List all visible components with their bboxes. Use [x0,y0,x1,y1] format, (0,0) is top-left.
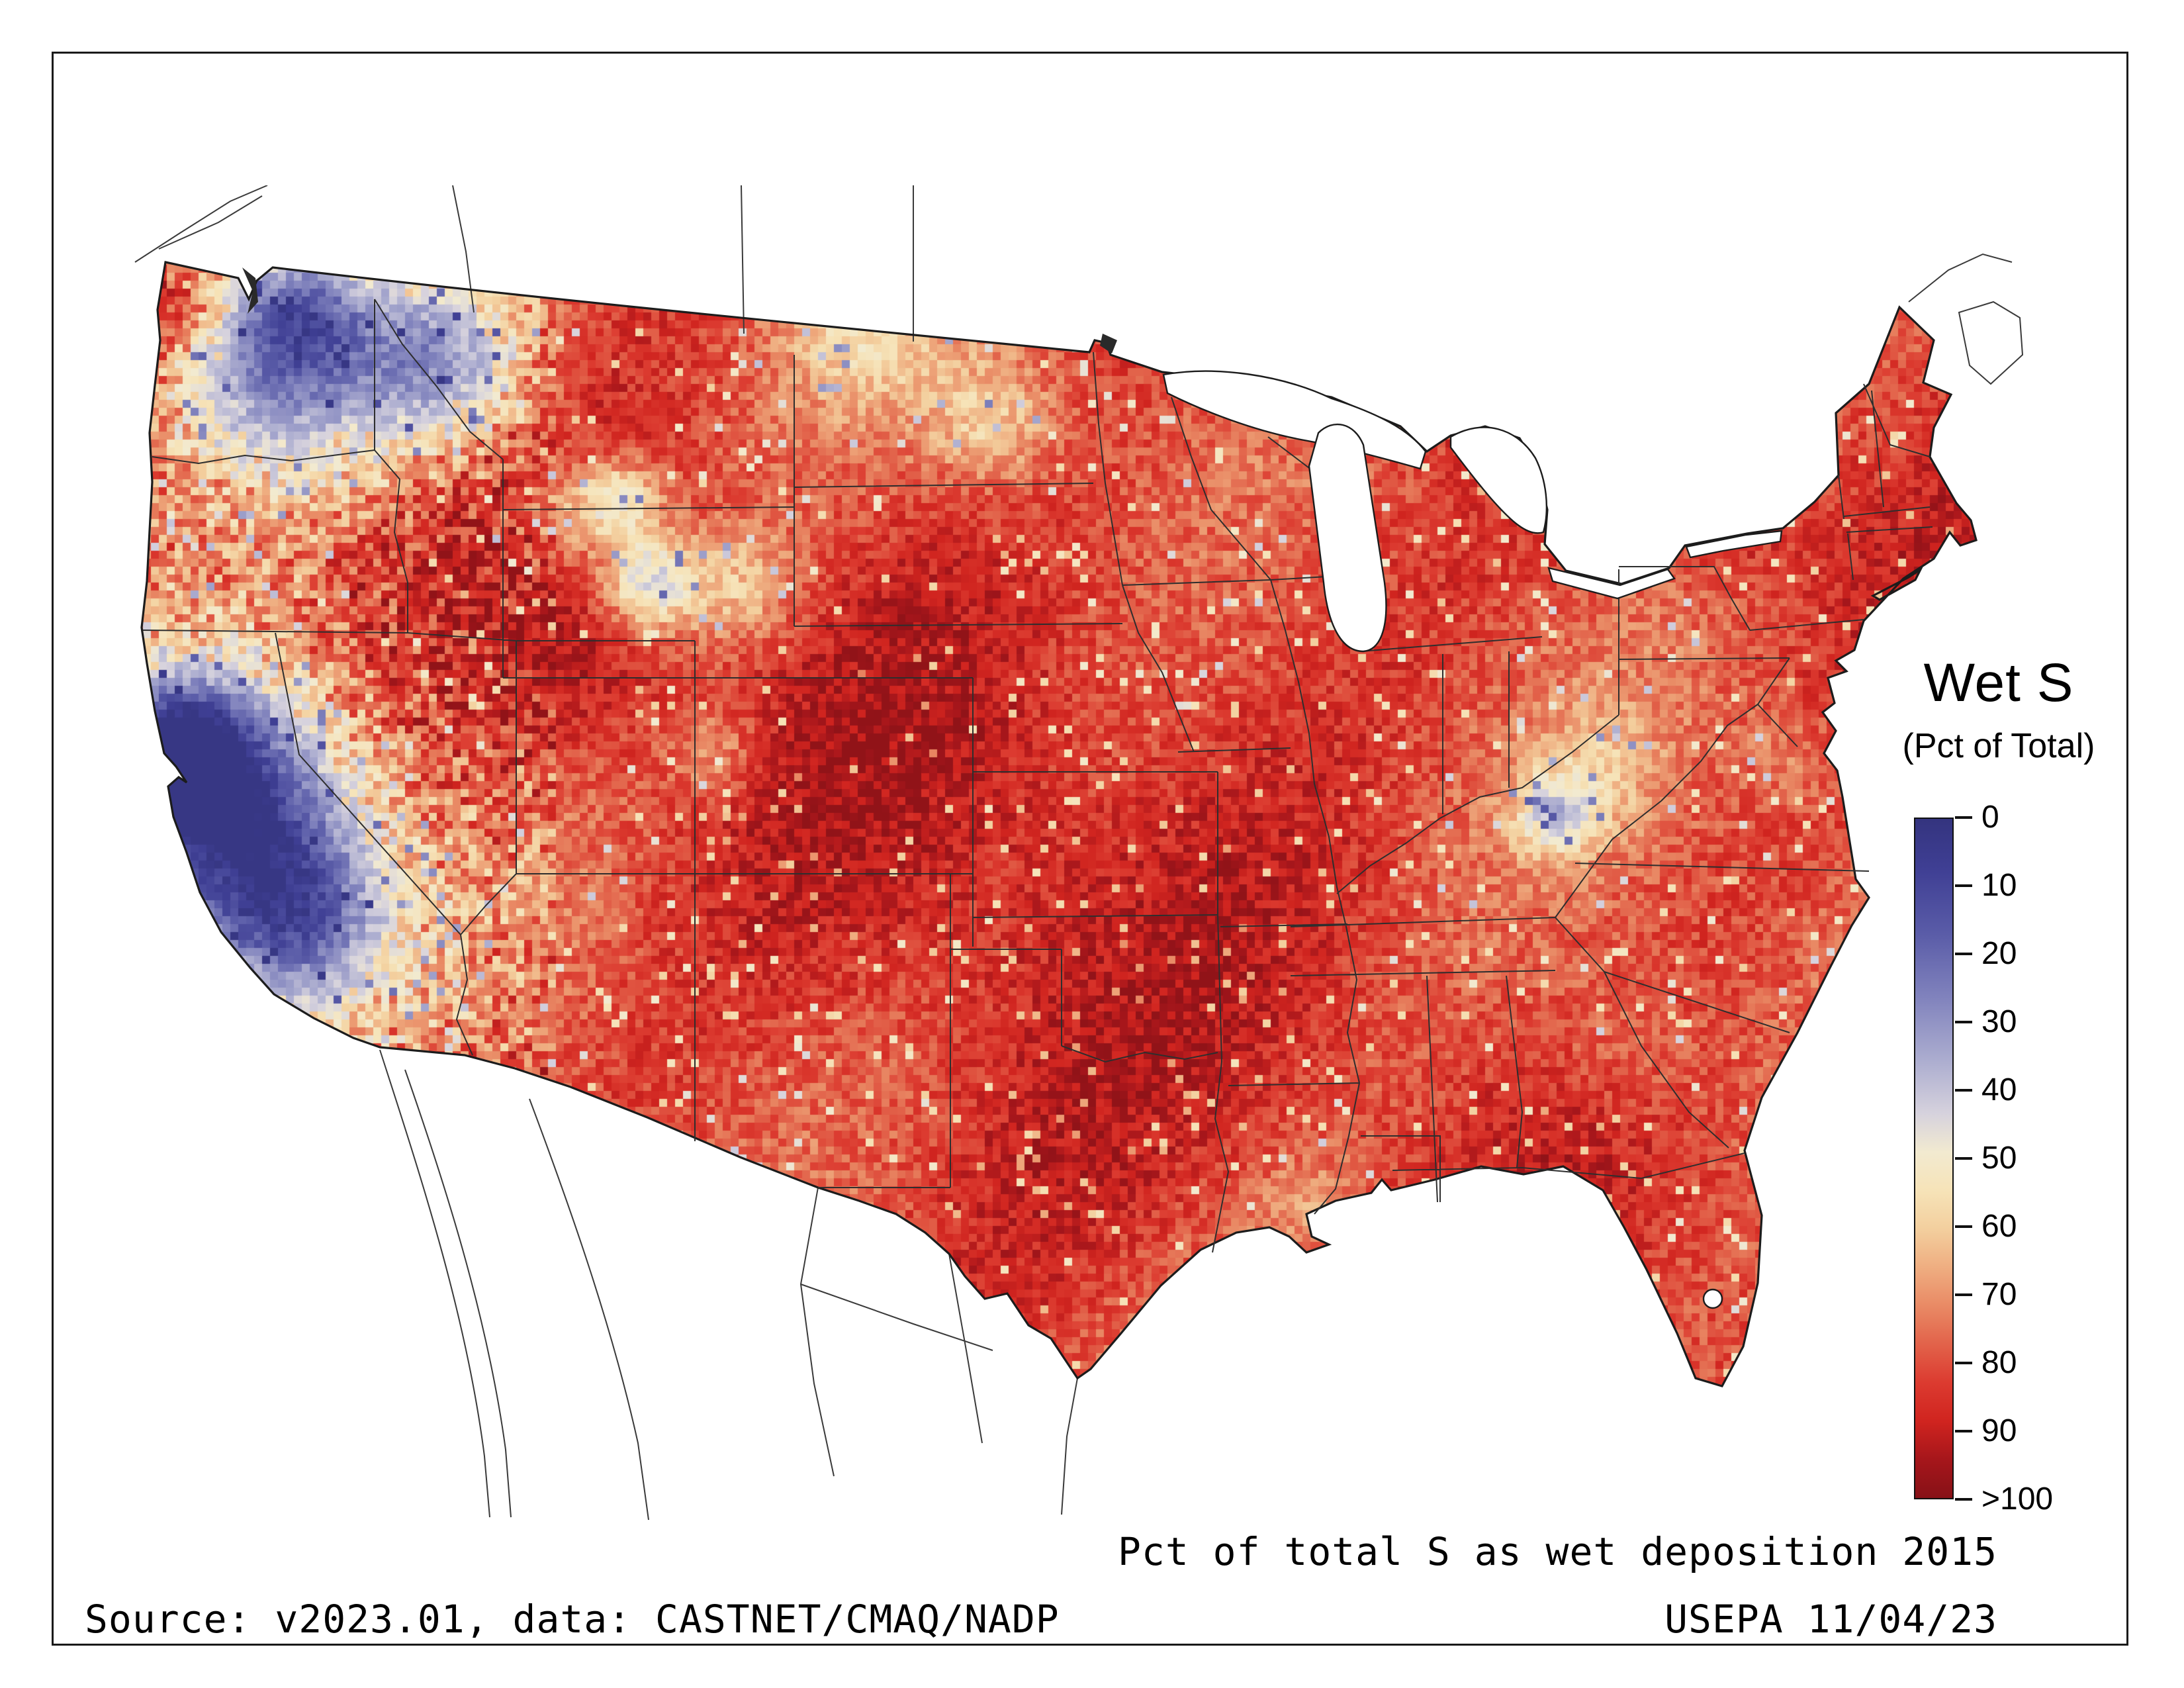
colorbar-tick: 20 [1955,938,2017,970]
colorbar-tick: 70 [1955,1279,2017,1311]
colorbar-tick: 90 [1955,1415,2017,1447]
legend: Wet S (Pct of Total) [1846,652,2151,766]
map-outline-layer [134,185,2024,1521]
state-borders [142,299,1933,1253]
tick-label: 80 [1981,1345,2017,1380]
tick-label: 90 [1981,1413,2017,1448]
lake-superior [1162,370,1427,470]
tick-mark [1955,816,1972,819]
colorbar-tick: 60 [1955,1211,2017,1243]
tick-mark [1955,953,1972,955]
tick-mark [1955,1362,1972,1364]
colorbar-tick: 80 [1955,1347,2017,1379]
tick-mark [1955,1293,1972,1296]
colorbar-ticks: 0 10 20 30 40 50 60 70 80 90 >100 [1955,802,2114,1515]
map-caption: Pct of total S as wet deposition 2015 [1117,1529,1997,1574]
colorbar-tick: 0 [1955,802,1999,833]
tick-mark [1955,1021,1972,1023]
legend-subtitle: (Pct of Total) [1902,727,2095,765]
plot-frame [52,52,2128,1646]
conus-border [140,261,1978,1387]
great-lakes [1162,370,1783,1309]
tick-label: 20 [1981,936,2017,971]
colorbar-tick: 10 [1955,870,2017,902]
tick-label: 30 [1981,1004,2017,1039]
small-water-bodies [242,267,1117,353]
tick-label: 0 [1981,800,1999,835]
tick-label: 40 [1981,1072,2017,1107]
tick-label: 70 [1981,1277,2017,1312]
tick-label: >100 [1981,1481,2054,1517]
lake-erie [1547,567,1676,600]
tick-mark [1955,1225,1972,1228]
colorbar-tick: >100 [1955,1483,2053,1515]
lake-huron [1449,426,1548,534]
colorbar-tick: 40 [1955,1074,2017,1106]
canada-mexico-outlines [134,185,2024,1521]
lake-okeechobee [1702,1288,1723,1309]
colorbar-tick: 30 [1955,1006,2017,1038]
us-deposition-map [119,185,2025,1523]
tick-label: 10 [1981,868,2017,903]
tick-mark [1955,1157,1972,1160]
legend-title: Wet S [1923,653,2074,713]
tick-label: 60 [1981,1209,2017,1244]
source-note: Source: v2023.01, data: CASTNET/CMAQ/NAD… [85,1597,1060,1642]
colorbar-tick: 50 [1955,1143,2017,1174]
lake-michigan [1308,423,1387,653]
tick-label: 50 [1981,1141,2017,1176]
tick-mark [1955,884,1972,887]
colorbar [1914,818,1954,1499]
tick-mark [1955,1430,1972,1432]
agency-datestamp: USEPA 11/04/23 [1664,1597,1997,1642]
lake-ontario [1685,530,1783,559]
lake-of-the-woods [1100,334,1117,353]
tick-mark [1955,1089,1972,1092]
puget-sound [242,267,258,314]
tick-mark [1955,1498,1972,1501]
